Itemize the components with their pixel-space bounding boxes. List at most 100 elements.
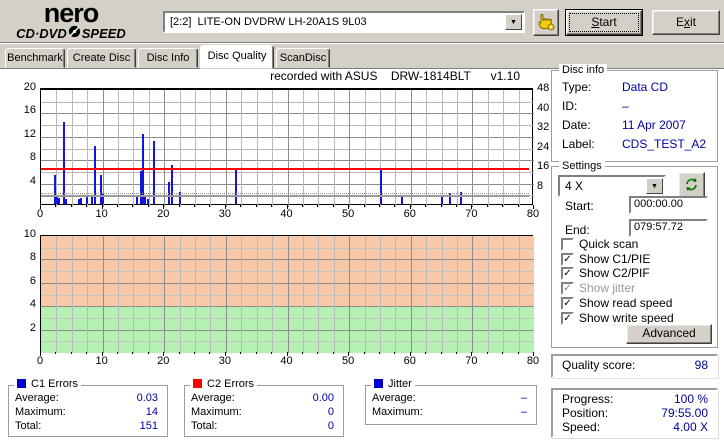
c1-error-spike	[64, 199, 67, 204]
c1-error-spike	[57, 197, 60, 204]
checkbox-show-c1-pie[interactable]: ✓	[561, 252, 574, 266]
x-axis-tick-label: 20	[157, 208, 170, 220]
x-axis-tick	[332, 205, 334, 207]
stats-row-label: Average:	[372, 392, 416, 404]
x-axis-tick	[255, 205, 257, 207]
disc-info-label: Type:	[562, 80, 592, 94]
checkbox-quick-scan[interactable]	[561, 238, 574, 251]
start-button[interactable]: Start	[565, 9, 643, 36]
x-axis-tick	[132, 352, 134, 354]
gridline-vertical	[456, 90, 458, 207]
scan-end-field[interactable]: 079:57.72	[629, 219, 708, 237]
c1-error-chart	[40, 88, 534, 207]
x-axis-tick	[378, 205, 380, 207]
tab-disc-quality[interactable]: Disc Quality	[200, 45, 274, 69]
error-limit-line	[41, 167, 530, 170]
progress-row-value: 79:55.00	[661, 406, 708, 420]
gridline-vertical	[333, 236, 335, 353]
gridline-vertical	[148, 90, 150, 207]
c1-error-spike	[171, 165, 174, 204]
x-axis-tick-label: 10	[95, 355, 108, 367]
x-axis-tick	[240, 205, 242, 207]
drive-selector[interactable]: [2:2] LITE-ON DVDRW LH-20A1S 9L03 ▼	[163, 11, 525, 33]
gridline-vertical	[87, 236, 89, 353]
gridline-vertical	[426, 236, 428, 353]
x-axis-tick-label: 0	[36, 355, 44, 367]
tab-create-disc[interactable]: Create Disc	[67, 48, 136, 68]
x-axis-tick	[533, 352, 534, 356]
x-axis-tick-label: 60	[403, 208, 416, 220]
gridline-vertical	[472, 236, 474, 353]
gridline-vertical	[195, 90, 197, 207]
x-axis-tick	[224, 205, 226, 209]
gridline-vertical	[287, 236, 289, 353]
stats-row-label: Total:	[15, 420, 42, 432]
gridline-vertical	[148, 236, 150, 353]
scan-start-field[interactable]: 000:00.00	[629, 196, 708, 214]
speed-selector[interactable]: 4 X ▼	[558, 175, 666, 197]
gridline-vertical	[349, 90, 351, 207]
x-axis-tick	[209, 352, 211, 354]
focus-ring	[569, 13, 639, 32]
gridline-vertical	[518, 90, 520, 207]
advanced-button[interactable]: Advanced	[626, 324, 712, 344]
gridline-vertical	[118, 236, 120, 353]
tab-benchmark[interactable]: Benchmark	[5, 48, 65, 68]
options-hand-button[interactable]	[533, 9, 559, 36]
hand-icon	[536, 11, 556, 34]
x-axis-tick	[147, 352, 149, 354]
stats-group-title: C1 Errors	[14, 378, 82, 390]
checkbox-show-write-speed[interactable]: ✓	[561, 311, 574, 325]
x-axis-tick-label: 60	[403, 355, 416, 367]
x-axis-tick	[147, 205, 149, 207]
gridline-vertical	[318, 236, 320, 353]
x-axis-tick	[517, 352, 519, 354]
x-axis-tick	[255, 352, 257, 354]
x-axis-tick	[163, 205, 165, 209]
progress-row-label: Progress:	[562, 392, 614, 406]
refresh-icon	[683, 176, 700, 196]
x-axis-tick	[317, 352, 319, 354]
exit-button[interactable]: Exit	[652, 10, 720, 35]
c1-error-spike	[401, 195, 404, 204]
x-axis-tick	[363, 352, 365, 354]
tab-scandisc[interactable]: ScanDisc	[276, 48, 330, 68]
progress-panel	[551, 388, 718, 438]
gridline-vertical	[256, 236, 258, 353]
x-axis-tick	[178, 352, 180, 354]
gridline-vertical	[118, 90, 120, 207]
tab-disc-info[interactable]: Disc Info	[138, 48, 198, 68]
gridline-vertical	[410, 236, 412, 353]
c1-error-spike	[146, 199, 149, 204]
c1-error-spike	[460, 192, 463, 204]
checkbox-show-read-speed[interactable]: ✓	[561, 296, 574, 310]
x-axis-tick	[317, 205, 319, 207]
stats-group-c1-errors	[8, 385, 168, 437]
gridline-vertical	[179, 90, 181, 207]
refresh-button[interactable]	[678, 172, 705, 199]
checkbox-show-c2-pif[interactable]: ✓	[561, 267, 574, 281]
y-axis-right-tick-label: 48	[537, 82, 550, 94]
x-axis-tick-label: 80	[526, 355, 540, 367]
c1-error-spike	[80, 198, 83, 204]
stats-row-label: Maximum:	[372, 406, 423, 418]
x-axis-tick	[394, 352, 396, 354]
y-axis-left-tick-label: 12	[23, 127, 36, 140]
chevron-down-icon[interactable]: ▼	[646, 178, 663, 194]
x-axis-tick-label: 50	[342, 208, 355, 220]
gridline-vertical	[272, 236, 274, 353]
x-axis-tick-label: 70	[465, 355, 478, 367]
c1-error-spike	[179, 191, 182, 204]
progress-row-label: Position:	[562, 406, 609, 420]
gridline-vertical	[426, 90, 428, 207]
chevron-down-icon[interactable]: ▼	[505, 14, 522, 30]
gridline-vertical	[349, 236, 351, 353]
gridline-vertical	[71, 236, 73, 353]
c1-error-spike	[86, 196, 89, 204]
gridline-vertical	[102, 90, 104, 207]
gridline-vertical	[395, 90, 397, 207]
x-axis-tick	[117, 352, 119, 354]
x-axis-tick	[163, 352, 165, 356]
scan-start-value: 000:00.00	[634, 198, 683, 210]
legend-color-square	[17, 379, 26, 388]
